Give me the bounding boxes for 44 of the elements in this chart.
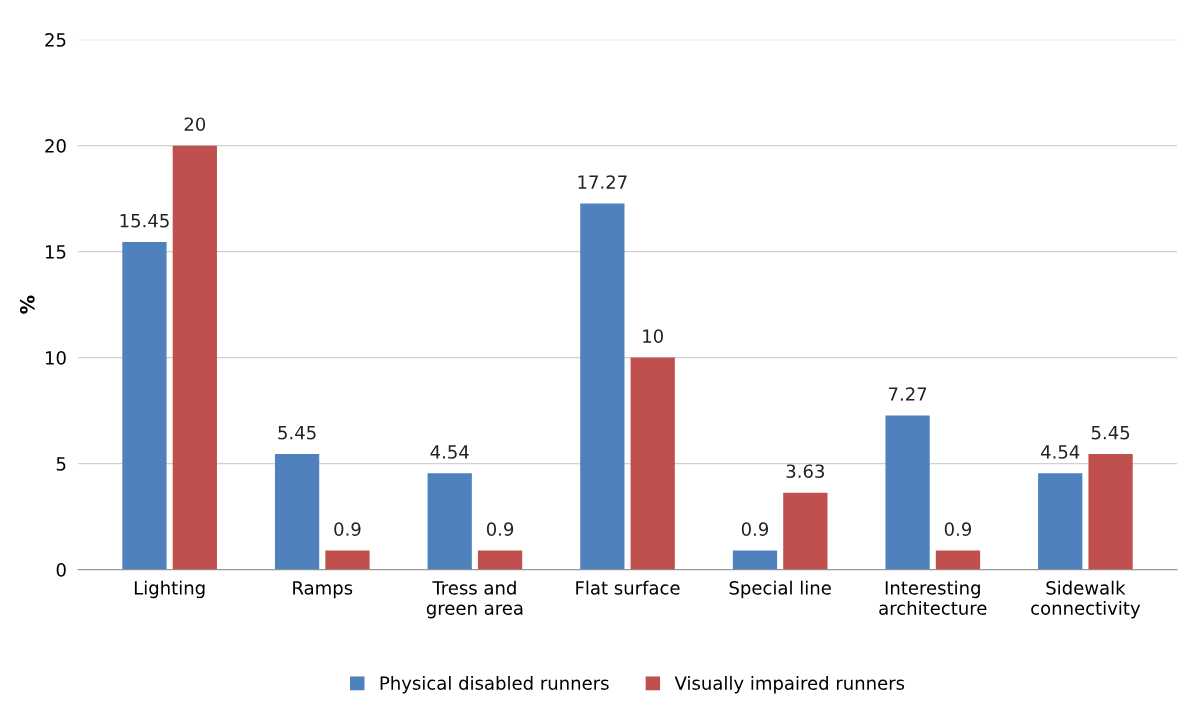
data-label: 3.63 [786, 464, 824, 479]
x-tick-label: Tress and green area [426, 580, 523, 619]
data-label: 0.9 [486, 522, 514, 536]
data-label: 4.54 [1041, 445, 1080, 459]
y-tick-label: 15 [45, 245, 66, 259]
data-label: 5.45 [278, 426, 316, 440]
bar [1038, 473, 1083, 570]
bar [935, 550, 981, 570]
x-tick-label: Ramps [293, 581, 353, 599]
data-label: 0.9 [944, 522, 972, 536]
bar [172, 145, 217, 570]
data-label: 10 [643, 329, 663, 344]
x-tick-label: Flat surface [576, 580, 680, 595]
data-label: 20 [184, 117, 206, 132]
y-tick-label: 5 [56, 457, 66, 471]
data-label: 4.54 [430, 445, 469, 459]
x-tick-label: Interesting architecture [879, 580, 987, 615]
y-axis-title: % [19, 295, 35, 314]
bar [783, 492, 828, 570]
x-tick-label: Special line [729, 580, 831, 599]
data-label: 17.27 [578, 175, 627, 189]
data-label: 0.9 [741, 522, 769, 536]
bar [427, 473, 472, 570]
legend-label: Visually impaired runners [674, 675, 905, 694]
bar [1088, 454, 1133, 570]
bar [325, 550, 370, 570]
data-label: 7.27 [888, 387, 927, 401]
legend-label: Physical disabled runners [380, 675, 609, 694]
y-tick-label: 10 [45, 351, 66, 365]
data-label: 0.9 [334, 522, 361, 536]
y-tick-label: 25 [45, 33, 66, 47]
bar [630, 357, 675, 570]
bar [122, 242, 167, 570]
data-label: 15.45 [120, 214, 169, 228]
bar [477, 550, 523, 570]
x-tick-label: Lighting [134, 580, 205, 599]
y-tick-label: 20 [45, 139, 66, 153]
x-tick-label: Sidewalk connectivity [1031, 580, 1141, 619]
bar [580, 203, 625, 570]
y-tick-label: 0 [56, 563, 66, 577]
bar [732, 550, 778, 570]
data-label: 5.45 [1091, 426, 1130, 440]
bar [274, 454, 320, 570]
bar [885, 415, 930, 570]
